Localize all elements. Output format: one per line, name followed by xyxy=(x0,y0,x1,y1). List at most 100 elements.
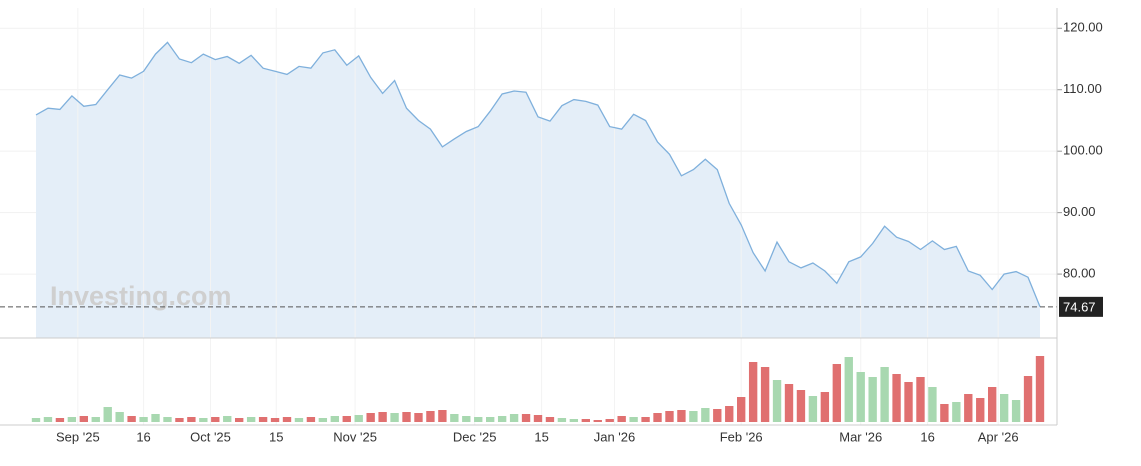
volume-bar xyxy=(31,418,41,422)
volume-bar xyxy=(880,367,889,422)
volume-bar xyxy=(569,419,579,422)
volume-bar xyxy=(43,417,53,422)
volume-bar xyxy=(270,418,280,422)
volume-bar xyxy=(235,418,244,422)
watermark: Investing.com xyxy=(50,281,232,311)
volume-bar xyxy=(497,416,507,422)
volume-bar xyxy=(318,418,328,422)
volume-bar xyxy=(952,402,961,422)
volume-bar xyxy=(533,415,543,422)
volume-bar xyxy=(701,408,710,422)
volume-bar xyxy=(772,380,782,422)
volume-bar xyxy=(426,411,435,422)
volume-bar xyxy=(904,382,913,422)
volume-bar xyxy=(545,417,555,422)
volume-bar xyxy=(306,417,316,422)
volume-bar xyxy=(760,367,770,422)
price-line xyxy=(35,41,1041,308)
x-tick-label: Oct '25 xyxy=(190,429,231,444)
volume-bar xyxy=(892,374,901,422)
x-tick-label: 15 xyxy=(534,429,548,444)
volume-bar xyxy=(832,364,841,422)
volume-bar xyxy=(605,419,614,422)
volume-bar xyxy=(1011,400,1021,422)
y-tick-label: 80.00 xyxy=(1063,266,1096,281)
volume-bar xyxy=(820,392,830,422)
volume-bar xyxy=(462,416,471,422)
volume-bar xyxy=(163,417,172,422)
volume-bar xyxy=(641,417,650,422)
volume-bar xyxy=(509,414,519,422)
volume-bar xyxy=(151,414,160,422)
volume-bar xyxy=(1035,356,1045,422)
volume-bar xyxy=(187,417,196,422)
x-tick-label: 16 xyxy=(136,429,150,444)
volume-bar xyxy=(79,416,88,422)
y-tick-label: 90.00 xyxy=(1063,204,1096,219)
volume-bar xyxy=(342,416,351,422)
x-tick-label: Dec '25 xyxy=(453,429,497,444)
volume-bar xyxy=(175,418,184,422)
volume-bar xyxy=(988,387,997,422)
volume-bar xyxy=(617,416,626,422)
volume-bar xyxy=(414,413,423,422)
volume-bar xyxy=(916,377,925,422)
volume-bar xyxy=(737,397,746,422)
volume-bar xyxy=(246,417,256,422)
volume-bar xyxy=(784,384,794,422)
x-tick-label: Mar '26 xyxy=(839,429,882,444)
price-area xyxy=(36,42,1040,339)
volume-bar xyxy=(91,417,100,422)
volume-bar xyxy=(67,417,77,422)
volume-bar xyxy=(127,416,136,422)
volume-bar xyxy=(653,413,662,422)
volume-bar xyxy=(748,362,758,422)
x-tick-label: 16 xyxy=(920,429,934,444)
volume-bar xyxy=(725,406,734,422)
volume-bar xyxy=(366,413,375,422)
volume-bar xyxy=(294,418,304,422)
volume-bar xyxy=(378,412,387,422)
volume-bar xyxy=(103,407,112,422)
volume-bar xyxy=(199,418,208,422)
volume-bar xyxy=(593,420,602,422)
volume-bar xyxy=(521,414,531,422)
volume-bar xyxy=(844,357,853,422)
volume-bar xyxy=(796,390,806,422)
volume-bar xyxy=(223,416,232,422)
volume-bar xyxy=(115,412,124,422)
y-tick-label: 100.00 xyxy=(1063,143,1103,158)
volume-bar xyxy=(976,398,985,422)
volume-bar xyxy=(486,417,495,422)
volume-bar xyxy=(689,411,698,422)
x-tick-label: Feb '26 xyxy=(720,429,763,444)
volume-bar xyxy=(55,418,65,422)
volume-bar xyxy=(139,417,148,422)
volume-bar xyxy=(999,394,1009,422)
x-tick-label: Apr '26 xyxy=(978,429,1019,444)
volume-bar xyxy=(808,396,818,422)
volume-bar xyxy=(1023,376,1033,422)
volume-bar xyxy=(354,415,363,422)
y-tick-label: 120.00 xyxy=(1063,20,1103,35)
x-tick-label: Sep '25 xyxy=(56,429,100,444)
volume-bar xyxy=(928,387,937,422)
x-tick-label: Nov '25 xyxy=(333,429,377,444)
volume-bar xyxy=(868,377,877,422)
last-price-box xyxy=(1059,296,1103,317)
volume-bar xyxy=(450,414,459,422)
volume-bar xyxy=(330,416,339,422)
volume-bar xyxy=(474,417,483,422)
volume-bar xyxy=(258,417,268,422)
volume-bar xyxy=(438,410,447,422)
volume-bar xyxy=(964,394,973,422)
volume-bar xyxy=(665,411,674,422)
volume-bar xyxy=(402,412,411,422)
volume-bar xyxy=(856,372,865,422)
volume-bar xyxy=(211,417,220,422)
x-tick-label: 15 xyxy=(269,429,283,444)
volume-bar xyxy=(390,413,399,422)
y-tick-label: 110.00 xyxy=(1063,81,1102,96)
volume-bar xyxy=(677,410,686,422)
